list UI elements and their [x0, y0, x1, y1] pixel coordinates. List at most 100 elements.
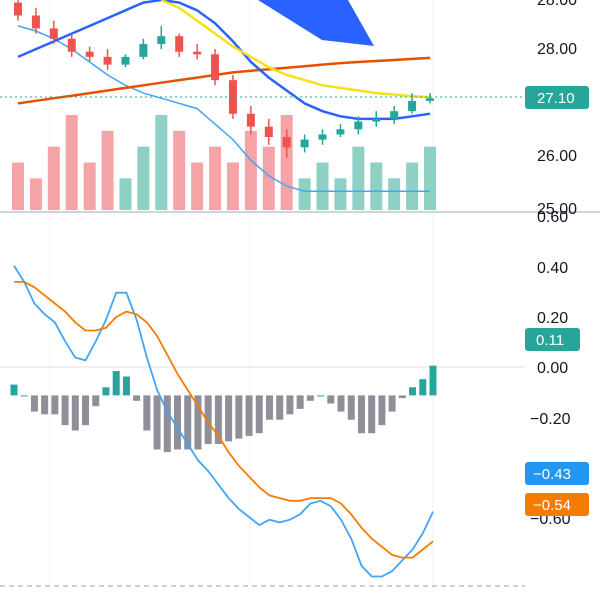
macd-tick-060: 0.60	[537, 209, 568, 226]
volume-bar	[101, 130, 114, 210]
candle-body	[157, 36, 166, 44]
histogram-bar	[429, 365, 437, 396]
histogram-bar	[368, 395, 376, 434]
volume-bar	[47, 146, 60, 210]
histogram-bar	[337, 395, 345, 412]
histogram-value-label: 0.11	[536, 332, 564, 349]
histogram-bar	[235, 395, 243, 439]
histogram-bar	[296, 395, 304, 409]
volume-bar	[29, 178, 42, 210]
signal-line	[14, 281, 434, 559]
candle-body	[426, 98, 434, 101]
histogram-bar	[133, 395, 141, 401]
candle-body	[228, 80, 237, 114]
price-tick-28: 28.00	[537, 41, 577, 58]
macd-tick-020: 0.20	[537, 310, 568, 327]
histogram-bar	[20, 395, 28, 397]
histogram-bar	[71, 395, 79, 431]
candle-body	[246, 113, 255, 127]
histogram-bar	[82, 395, 90, 426]
histogram-bar	[174, 395, 182, 450]
candle-body	[300, 139, 309, 148]
macd-histogram	[10, 365, 437, 453]
candlesticks	[14, 0, 434, 158]
candle-body	[103, 56, 112, 65]
macd-axis[interactable]: 0.60 0.40 0.20 0.00 −0.20 −0.60 0.11 −0.…	[525, 209, 589, 528]
histogram-bar	[225, 395, 233, 442]
volume-bar	[83, 162, 96, 210]
histogram-bar	[306, 395, 314, 401]
histogram-bar	[398, 395, 406, 399]
macd-tick-neg020: −0.20	[530, 411, 571, 428]
histogram-bar	[51, 395, 59, 415]
candle-body	[354, 121, 363, 130]
current-price-badge	[525, 86, 589, 109]
volume-bar	[262, 146, 275, 210]
macd-line	[13, 265, 434, 578]
macd-tick-040: 0.40	[537, 260, 568, 277]
volume-bar	[298, 178, 311, 210]
candle-body	[31, 15, 40, 29]
moving-average-1	[17, 0, 431, 121]
volume-bar	[424, 146, 436, 210]
volume-bar	[244, 130, 257, 210]
signal-value-badge	[525, 493, 589, 516]
histogram-bar	[41, 395, 49, 415]
volume-bar	[12, 162, 24, 210]
candle-body	[408, 100, 417, 112]
volume-bar	[352, 146, 365, 210]
candle-body	[121, 56, 130, 65]
macd-pane[interactable]	[10, 265, 437, 578]
current-price-label: 27.10	[537, 90, 575, 107]
moving-average-0	[17, 56, 431, 105]
histogram-bar	[153, 395, 161, 450]
macd-value-label: −0.43	[533, 466, 571, 483]
histogram-bar	[194, 395, 202, 450]
candle-body	[336, 129, 345, 135]
candle-body	[175, 36, 184, 52]
moving-averages	[17, 0, 431, 193]
macd-lines	[13, 265, 434, 578]
histogram-bar	[102, 387, 110, 396]
histogram-bar	[419, 379, 427, 396]
histogram-bar	[245, 395, 253, 436]
histogram-bar	[317, 395, 325, 397]
volume-bars	[12, 115, 436, 210]
drawing-shape-blue[interactable]	[258, 0, 374, 46]
volume-bar	[119, 178, 132, 210]
candle-body	[282, 137, 291, 148]
signal-value-label: −0.54	[533, 497, 571, 514]
macd-value-badge	[525, 462, 589, 485]
histogram-bar	[286, 395, 294, 415]
candle-body	[372, 118, 381, 122]
histogram-bar	[92, 395, 100, 407]
histogram-bar	[265, 395, 273, 420]
volume-bar	[226, 162, 239, 210]
volume-bar	[209, 146, 222, 210]
volume-bar	[316, 162, 329, 210]
histogram-bar	[357, 395, 365, 434]
histogram-bar	[214, 395, 222, 445]
candle-body	[49, 28, 58, 39]
macd-tick-000: 0.00	[537, 360, 568, 377]
price-tick-top: 28.00	[537, 0, 577, 9]
price-pane[interactable]	[0, 0, 525, 210]
volume-bar	[370, 162, 383, 210]
volume-bar	[173, 130, 186, 210]
price-tick-26: 26.00	[537, 148, 577, 165]
histogram-bar	[255, 395, 263, 434]
price-axis[interactable]: 28.00 28.00 26.00 25.00 27.10	[525, 0, 589, 218]
histogram-bar	[388, 395, 396, 412]
volume-bar	[388, 178, 401, 210]
histogram-bar	[276, 395, 284, 420]
candle-body	[318, 134, 327, 140]
histogram-value-badge	[525, 328, 580, 351]
volume-bar	[280, 115, 293, 210]
candle-body	[390, 111, 399, 119]
candle-body	[14, 2, 22, 16]
histogram-bar	[409, 387, 417, 396]
histogram-bar	[30, 395, 38, 412]
histogram-bar	[204, 395, 212, 445]
